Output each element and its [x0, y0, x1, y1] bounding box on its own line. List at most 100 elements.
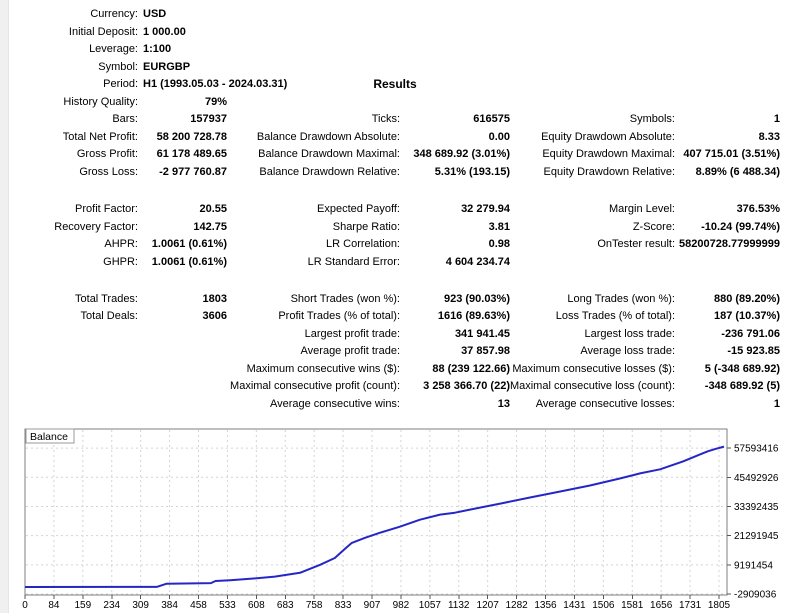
stat-value: 923 (90.03%) — [443, 292, 510, 305]
x-axis-tick-label: 1506 — [592, 600, 615, 611]
stat-label: Average consecutive losses: — [535, 397, 675, 410]
stat-row: Maximum consecutive wins ($): 88 (239 122… — [0, 360, 782, 378]
stat-label: Average profit trade: — [300, 345, 400, 357]
stat-value: -348 689.92 (5) — [704, 380, 780, 392]
stat-row: Bars: 157937 Ticks: 616575 Symbols: 1 — [0, 110, 782, 128]
info-row: Leverage: 1:100 — [0, 40, 782, 58]
info-label: Leverage: — [89, 43, 138, 55]
stat-label: Profit Factor: — [75, 203, 138, 215]
x-axis-tick-label: 1656 — [650, 600, 673, 611]
stat-value: 79% — [204, 95, 227, 108]
info-row: Currency: USD — [0, 5, 782, 23]
y-axis-tick-label: 9191454 — [734, 560, 773, 571]
stat-value: 407 715.01 (3.51%) — [683, 148, 780, 160]
stat-label: Maximal consecutive profit (count): — [230, 380, 400, 392]
stat-label: Gross Profit: — [76, 148, 138, 160]
info-label: Initial Deposit: — [68, 26, 138, 38]
info-value: USD — [143, 8, 167, 20]
stat-label: Maximum consecutive losses ($): — [512, 362, 675, 375]
stat-label: Margin Level: — [608, 203, 675, 215]
stat-label: AHPR: — [104, 238, 138, 250]
info-value: H1 (1993.05.03 - 2024.03.31) — [143, 78, 288, 90]
stat-value: 88 (239 122.66) — [432, 362, 510, 375]
info-value: 1:100 — [143, 43, 172, 55]
results-heading: Results — [373, 77, 417, 91]
stat-label: Largest loss trade: — [584, 327, 676, 340]
x-axis-tick-label: 1581 — [621, 600, 644, 611]
stat-value: 20.55 — [199, 203, 227, 215]
stat-label: Z-Score: — [632, 220, 675, 233]
chart-legend-label: Balance — [30, 431, 68, 443]
stat-label: Bars: — [112, 113, 138, 125]
stat-value: 142.75 — [193, 220, 227, 233]
x-axis-tick-label: 608 — [248, 600, 265, 611]
stat-value: 8.33 — [758, 130, 780, 143]
stat-label: LR Standard Error: — [307, 255, 400, 268]
info-value: EURGBP — [143, 61, 191, 73]
x-axis-tick-label: 1356 — [534, 600, 557, 611]
stat-label: Balance Drawdown Absolute: — [256, 130, 400, 143]
stat-label: Total Trades: — [75, 292, 138, 305]
stat-value: 0.98 — [488, 238, 510, 250]
stat-row: GHPR: 1.0061 (0.61%) LR Standard Error: 4 6… — [0, 253, 782, 271]
stat-value: -2 977 760.87 — [159, 165, 227, 178]
stat-value: 32 279.94 — [461, 203, 510, 215]
stat-value: 1 — [773, 397, 780, 410]
stat-value: 3606 — [202, 310, 227, 322]
y-axis-tick-label: 57593416 — [734, 444, 779, 455]
stat-value: 5.31% (193.15) — [434, 165, 510, 178]
stat-value: 880 (89.20%) — [713, 292, 780, 305]
info-label: Currency: — [90, 8, 138, 20]
x-axis-tick-label: 833 — [335, 600, 352, 611]
stat-value: 341 941.45 — [454, 327, 510, 340]
stat-value: 8.89% (6 488.34) — [695, 165, 780, 178]
stat-label: GHPR: — [103, 255, 138, 268]
stat-value: 1.0061 (0.61%) — [151, 238, 227, 250]
stat-row: History Quality: 79% — [0, 93, 782, 111]
x-axis-tick-label: 1207 — [477, 600, 500, 611]
stat-value: 376.53% — [736, 203, 780, 215]
x-axis-tick-label: 1431 — [563, 600, 586, 611]
balance-chart: 57593416 45492926 33392435 21291945 9191454 -… — [0, 420, 800, 613]
x-axis-tick-label: 234 — [103, 600, 120, 611]
stat-value: 5 (-348 689.92) — [704, 362, 780, 375]
stat-label: Short Trades (won %): — [290, 292, 400, 305]
x-axis-tick-label: 1731 — [679, 600, 702, 611]
stat-value: -15 923.85 — [727, 345, 780, 357]
stat-value: 0.00 — [488, 130, 510, 143]
stat-value: 1 — [773, 113, 780, 125]
stat-row: Total Net Profit: 58 200 728.78 Balance Dr… — [0, 128, 782, 146]
stat-label: Long Trades (won %): — [567, 292, 675, 305]
stat-row: Recovery Factor: 142.75 Sharpe Ratio: 3.81 Z… — [0, 218, 782, 236]
info-row: Period: H1 (1993.05.03 - 2024.03.31) — [0, 75, 782, 93]
stat-label: Equity Drawdown Absolute: — [541, 130, 675, 143]
stat-label: Profit Trades (% of total): — [278, 310, 400, 322]
stat-label: Equity Drawdown Maximal: — [542, 148, 675, 160]
stat-value: 1616 (89.63%) — [437, 310, 510, 322]
stat-label: Symbols: — [629, 113, 675, 125]
x-axis-tick-label: 533 — [219, 600, 236, 611]
stat-label: Sharpe Ratio: — [332, 220, 400, 233]
x-axis-tick-label: 84 — [48, 600, 60, 611]
balance-chart-svg: 57593416 45492926 33392435 21291945 9191454 -… — [22, 428, 779, 611]
info-row: Initial Deposit: 1 000.00 — [0, 23, 782, 41]
stat-label: LR Correlation: — [326, 238, 400, 250]
x-axis-tick-label: 309 — [132, 600, 149, 611]
stat-label: Total Net Profit: — [62, 130, 138, 143]
stat-label: Balance Drawdown Relative: — [259, 165, 400, 178]
left-panel-strip — [0, 0, 9, 613]
y-axis-tick-label: -2909036 — [734, 589, 777, 600]
stat-value: 4 604 234.74 — [445, 255, 510, 268]
stat-value: 187 (10.37%) — [713, 310, 780, 322]
stat-value: 3.81 — [488, 220, 510, 233]
stat-label: Ticks: — [371, 113, 400, 125]
y-axis-tick-label: 45492926 — [734, 473, 779, 484]
x-axis-tick-label: 1282 — [505, 600, 528, 611]
stat-label: Loss Trades (% of total): — [555, 310, 675, 322]
stat-value: 58 200 728.78 — [156, 130, 227, 143]
stat-label: Balance Drawdown Maximal: — [258, 148, 400, 160]
stat-value: 348 689.92 (3.01%) — [413, 148, 510, 160]
x-axis-tick-label: 1805 — [708, 600, 731, 611]
y-axis-tick-label: 21291945 — [734, 531, 779, 542]
